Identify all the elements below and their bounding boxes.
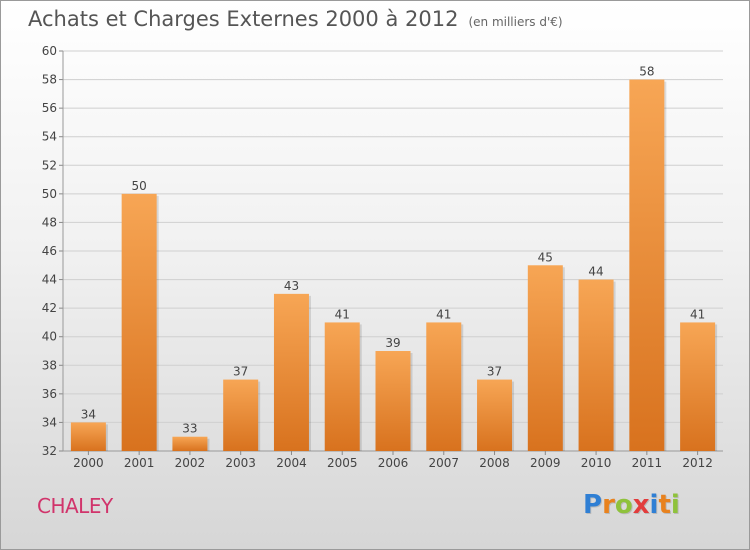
data-label: 37: [487, 365, 502, 379]
bar: [324, 322, 360, 451]
logo-letter: i: [670, 490, 680, 520]
proxiti-logo: Proxiti: [583, 490, 680, 520]
y-tick-label: 42: [42, 301, 57, 315]
logo-letter: P: [583, 490, 603, 520]
unit-note: (en milliers d'€): [468, 15, 563, 29]
data-label: 37: [233, 365, 248, 379]
title-text: Achats et Charges Externes 2000 à 2012: [28, 7, 459, 31]
y-tick-label: 44: [42, 273, 57, 287]
bar: [477, 379, 513, 451]
commune-name: CHALEY: [37, 494, 113, 518]
y-tick-label: 46: [42, 244, 57, 258]
y-tick-label: 48: [42, 215, 57, 229]
data-label: 33: [182, 422, 197, 436]
x-tick-label: 2000: [73, 456, 104, 470]
bar: [70, 422, 106, 451]
y-tick-label: 34: [42, 415, 57, 429]
y-tick-label: 38: [42, 358, 57, 372]
logo-letter: i: [649, 490, 659, 520]
x-tick-label: 2003: [225, 456, 256, 470]
data-label: 39: [385, 336, 400, 350]
x-tick-label: 2010: [581, 456, 612, 470]
data-label: 45: [538, 250, 553, 264]
bar: [680, 322, 716, 451]
logo-letter: t: [658, 490, 671, 520]
y-tick-label: 58: [42, 73, 57, 87]
bar: [121, 193, 157, 451]
bar: [629, 79, 665, 452]
x-tick-label: 2002: [175, 456, 206, 470]
x-tick-label: 2001: [124, 456, 155, 470]
bar: [223, 379, 259, 451]
y-tick-label: 40: [42, 330, 57, 344]
x-tick-label: 2005: [327, 456, 358, 470]
bar: [578, 279, 614, 451]
bar: [273, 293, 309, 451]
bar: [426, 322, 462, 451]
y-tick-label: 36: [42, 387, 57, 401]
y-tick-label: 56: [42, 101, 57, 115]
data-label: 34: [81, 407, 96, 421]
data-label: 41: [436, 307, 451, 321]
chart-title: Achats et Charges Externes 2000 à 2012 (e…: [28, 7, 563, 31]
bar: [375, 351, 411, 451]
y-tick-label: 50: [42, 187, 57, 201]
data-label: 58: [639, 65, 654, 79]
x-tick-label: 2012: [682, 456, 713, 470]
x-tick-label: 2009: [530, 456, 561, 470]
x-tick-label: 2004: [276, 456, 307, 470]
data-label: 43: [284, 279, 299, 293]
x-tick-label: 2007: [428, 456, 459, 470]
data-label: 41: [690, 307, 705, 321]
y-tick-label: 52: [42, 158, 57, 172]
logo-letter: o: [614, 490, 633, 520]
x-tick-label: 2006: [378, 456, 409, 470]
y-tick-label: 60: [42, 44, 57, 58]
data-label: 41: [335, 307, 350, 321]
x-tick-label: 2011: [632, 456, 663, 470]
data-label: 50: [132, 179, 147, 193]
logo-letter: x: [632, 490, 650, 520]
data-label: 44: [588, 265, 603, 279]
x-tick-label: 2008: [479, 456, 510, 470]
y-tick-label: 54: [42, 130, 57, 144]
bar: [527, 265, 563, 451]
logo-letter: r: [602, 490, 615, 520]
bar: [172, 436, 208, 451]
y-tick-label: 32: [42, 444, 57, 458]
